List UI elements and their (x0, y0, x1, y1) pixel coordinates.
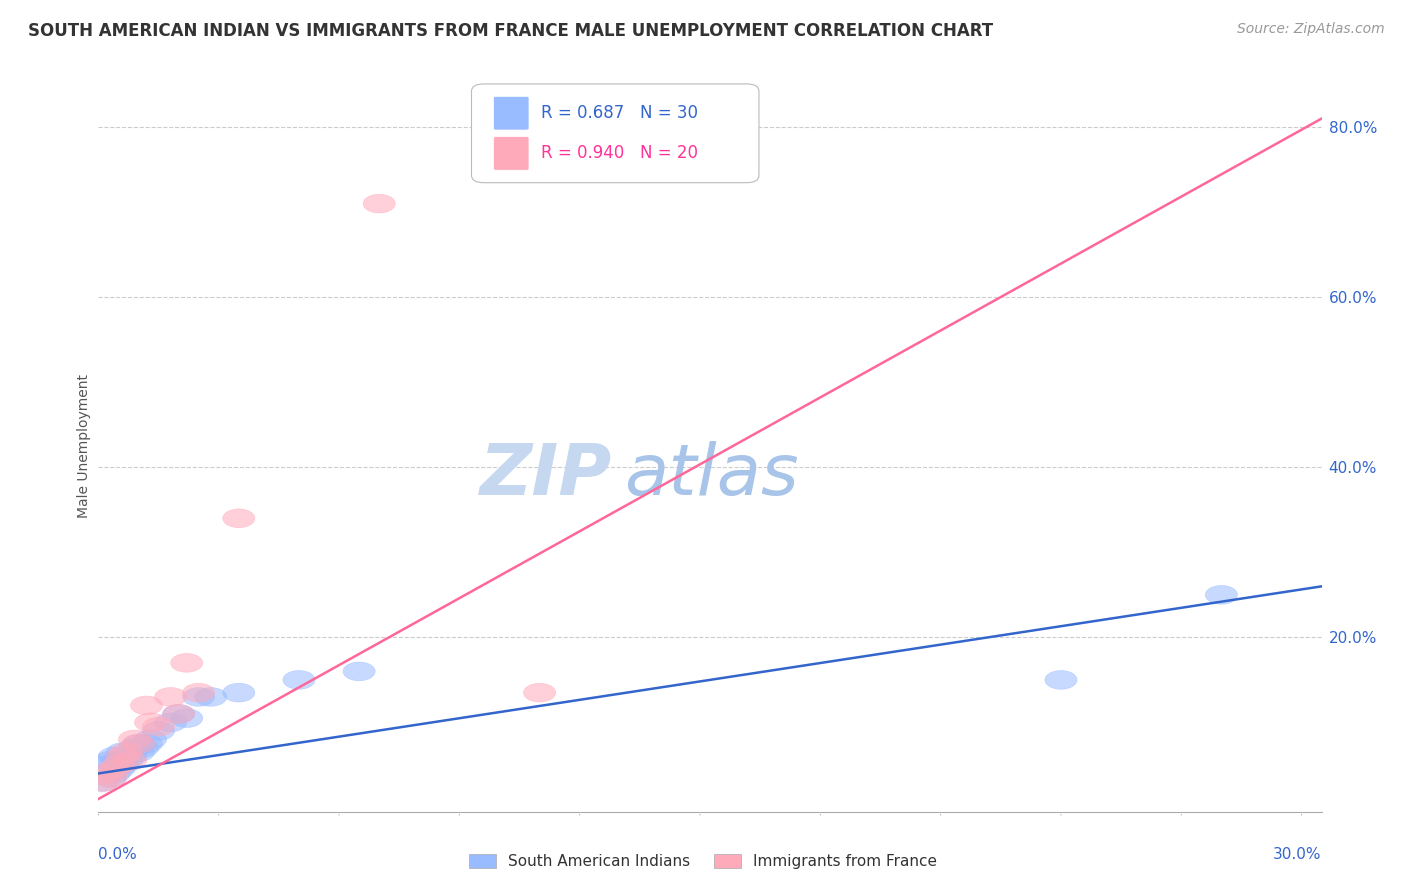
Text: R = 0.940   N = 20: R = 0.940 N = 20 (541, 145, 699, 162)
Ellipse shape (131, 696, 163, 714)
Ellipse shape (111, 743, 142, 762)
FancyBboxPatch shape (494, 136, 529, 170)
Ellipse shape (107, 743, 139, 762)
Ellipse shape (163, 705, 194, 723)
Ellipse shape (194, 688, 226, 706)
Text: Source: ZipAtlas.com: Source: ZipAtlas.com (1237, 22, 1385, 37)
FancyBboxPatch shape (494, 96, 529, 130)
Ellipse shape (155, 713, 187, 731)
Ellipse shape (183, 688, 215, 706)
Ellipse shape (183, 683, 215, 702)
Text: 30.0%: 30.0% (1274, 847, 1322, 863)
Ellipse shape (118, 730, 150, 748)
Ellipse shape (222, 509, 254, 528)
Y-axis label: Male Unemployment: Male Unemployment (77, 374, 91, 518)
Ellipse shape (170, 709, 202, 728)
Ellipse shape (122, 743, 155, 762)
Ellipse shape (523, 683, 555, 702)
Ellipse shape (127, 739, 159, 757)
Ellipse shape (107, 756, 139, 774)
Ellipse shape (118, 739, 150, 757)
Ellipse shape (86, 772, 118, 791)
Ellipse shape (363, 194, 395, 213)
Ellipse shape (94, 751, 127, 770)
Ellipse shape (98, 760, 131, 779)
Ellipse shape (142, 717, 174, 736)
Ellipse shape (107, 747, 139, 766)
Ellipse shape (90, 756, 122, 774)
Ellipse shape (163, 705, 194, 723)
Text: atlas: atlas (624, 441, 799, 509)
Ellipse shape (111, 751, 142, 770)
Ellipse shape (283, 671, 315, 690)
Ellipse shape (222, 683, 254, 702)
Ellipse shape (90, 764, 122, 783)
Ellipse shape (1045, 671, 1077, 690)
Ellipse shape (94, 768, 127, 787)
Text: ZIP: ZIP (479, 441, 612, 509)
Ellipse shape (114, 747, 146, 766)
Ellipse shape (343, 662, 375, 681)
Ellipse shape (131, 734, 163, 753)
Text: SOUTH AMERICAN INDIAN VS IMMIGRANTS FROM FRANCE MALE UNEMPLOYMENT CORRELATION CH: SOUTH AMERICAN INDIAN VS IMMIGRANTS FROM… (28, 22, 993, 40)
Ellipse shape (103, 751, 135, 770)
Ellipse shape (135, 713, 166, 731)
Ellipse shape (103, 756, 135, 774)
Text: R = 0.687   N = 30: R = 0.687 N = 30 (541, 104, 699, 122)
FancyBboxPatch shape (471, 84, 759, 183)
Ellipse shape (122, 734, 155, 753)
Legend: South American Indians, Immigrants from France: South American Indians, Immigrants from … (463, 848, 943, 875)
Ellipse shape (122, 734, 155, 753)
Ellipse shape (86, 772, 118, 791)
Ellipse shape (142, 722, 174, 740)
Ellipse shape (170, 654, 202, 673)
Ellipse shape (94, 768, 127, 787)
Text: 0.0%: 0.0% (98, 847, 138, 863)
Ellipse shape (135, 730, 166, 748)
Ellipse shape (114, 751, 146, 770)
Ellipse shape (155, 688, 187, 706)
Ellipse shape (98, 764, 131, 783)
Ellipse shape (90, 764, 122, 783)
Ellipse shape (1205, 585, 1237, 604)
Ellipse shape (98, 747, 131, 766)
Ellipse shape (103, 760, 135, 779)
